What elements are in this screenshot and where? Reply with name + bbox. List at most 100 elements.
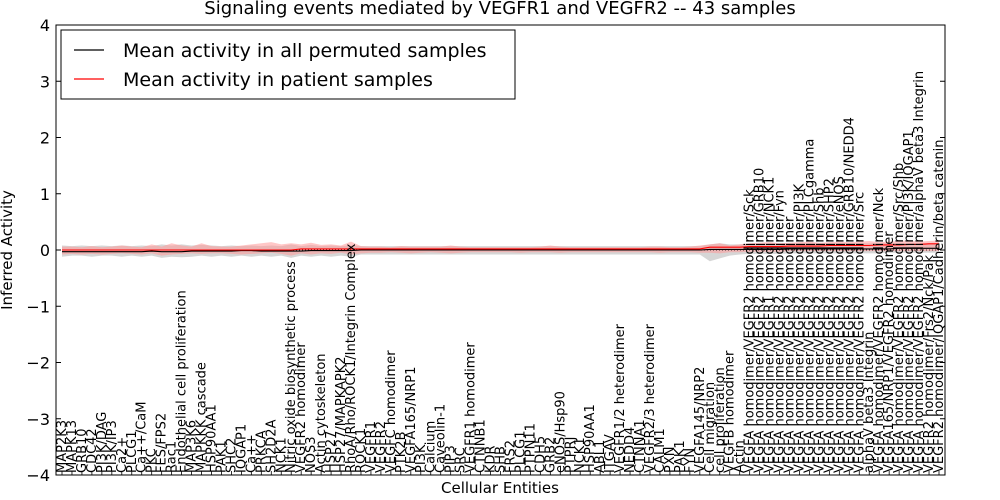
x-tick-label: ROCK1 [354, 428, 369, 473]
x-tick-label: SRC [454, 447, 469, 473]
x-tick-label: PAK1 [215, 440, 230, 473]
x-tick-label: VEGFA homodimer/VEGFR2 homodimer/eNOS [832, 176, 847, 473]
x-tick-label: VEGFA homodimer/VEGFR2 homodimer/Shb [812, 188, 827, 473]
legend-label-patient: Mean activity in patient samples [123, 69, 433, 91]
legend-box [60, 29, 516, 100]
x-tick-label: Nitric oxide biosynthetic process [284, 261, 299, 473]
patient-spread-band [62, 240, 939, 256]
x-tick-label: SHC2 [224, 438, 239, 473]
y-tick-label: −3 [26, 410, 50, 429]
x-tick-label: GRB2 [543, 437, 558, 473]
chart-title: Signaling events mediated by VEGFR1 and … [204, 0, 795, 19]
y-tick-label: 1 [40, 185, 50, 204]
x-tick-label: Ca++/CaM [135, 402, 150, 473]
legend: Mean activity in all permuted samples Me… [60, 29, 516, 100]
x-tick-label: MAP2K3 [55, 420, 70, 473]
x-tick-label: FRS2 [504, 440, 519, 473]
x-tick-label: PI3K/IP3 [105, 420, 120, 473]
y-tick-label: −2 [26, 354, 50, 373]
x-tick-label: MAPK13 [65, 420, 80, 473]
x-tick-label: ITGAV [603, 434, 618, 473]
x-tick-label: CALM1 [653, 428, 668, 473]
legend-label-permuted: Mean activity in all permuted samples [123, 40, 486, 62]
x-tick-label: VEGFA homodimer/VEGFR2 homodimer/Nck [872, 187, 887, 473]
x-tick-label: Actin [733, 440, 748, 473]
x-tick-label: PKC [145, 448, 160, 473]
x-tick-label: Ca++ [244, 434, 259, 473]
y-tick-label: 2 [40, 129, 50, 148]
x-tick-label: Ca2+ [115, 437, 130, 473]
x-tick-label: CDC42 [85, 428, 100, 473]
x-tick-label: Calcium [424, 421, 439, 473]
x-tick-label: VEGFA homodimer/VEGFR2 homodimer/SHP2 [822, 178, 837, 473]
x-tick-label: NOS3 [304, 437, 319, 473]
y-tick-label: 3 [40, 72, 50, 91]
x-tick-label: VEGFA homodimer/VEGFR2 homodimer/Fyn [773, 190, 788, 473]
y-axis: −4 −3 −2 −1 0 1 2 3 4 [26, 16, 945, 485]
x-tick-label: VEGFA145/NRP2 [693, 367, 708, 473]
x-tick-label: VEGFR2 homodimer [294, 342, 309, 473]
x-tick-label: PAK1 [673, 440, 688, 473]
x-tick-label: RhoA/Rho/ROCK1/Integrin Complex [344, 243, 359, 473]
x-tick-label: MAP3K6 [185, 420, 200, 473]
series-line-permuted [62, 247, 939, 253]
x-tick-label: VEGFA homodimer/VEGFR2 homodimer/alphaV … [912, 71, 927, 473]
x-tick-label: HSP90AA1 [205, 404, 220, 473]
x-tick-label: VEGFA homodimer/VEGFR2 homodimer/Src [852, 192, 867, 473]
x-tick-label: VEGFR2 homodimer/Frs2/Nck/Pak [922, 255, 937, 473]
x-tick-label: KDR [484, 445, 499, 473]
x-tick-label: PTPN11 [523, 423, 538, 473]
x-tick-label: VEGFA homodimer/VEGFR2 homodimer/GRB10 [753, 168, 768, 473]
x-tick-label: VEGFA homodimer/VEGFR2 homodimer/PI3K [793, 183, 808, 473]
x-tick-label: FYN [683, 448, 698, 473]
x-tick-label: VEGFA165/NRP1 [404, 367, 419, 473]
x-tick-label: CTNNA1 [633, 419, 648, 473]
x-tick-label: Caveolin-1 [434, 404, 449, 473]
x-tick-label: Cell migration [703, 382, 718, 473]
x-tick-label: Endothelial cell proliferation [175, 290, 190, 473]
x-tick-label: SH2D2A [264, 419, 279, 473]
y-axis-label: Inferred Activity [0, 190, 16, 310]
x-tick-labels: MAP2K3MAPK13GRB10CDC42PI3K/DAGPI3K/IP3Ca… [55, 71, 947, 475]
x-tick-label: NEDD4 [623, 427, 638, 473]
x-tick-label: VEGFR1 [364, 421, 379, 473]
x-tick-label: PTPRJ [563, 437, 578, 474]
x-tick-label: VEGFR2/3 heterodimer [643, 323, 658, 473]
x-tick-label: VEGFA homodimer/VEGFR2 homodimer/Sck [743, 189, 758, 473]
x-tick-label: PLCG1 [513, 430, 528, 473]
y-tick-label: −1 [26, 297, 50, 316]
x-tick-label: PRKCA [254, 430, 269, 473]
series-line-patient [62, 243, 939, 251]
x-tick-label: MAPKKK cascade [195, 362, 210, 473]
x-tick-label: PI3K [414, 444, 429, 473]
x-tick-label: CDH5 [533, 436, 548, 473]
x-tick-label: eNOS/Hsp90 [553, 391, 568, 473]
x-tick-label: VEGFR1/2 heterodimer [613, 323, 628, 473]
x-axis-label: Cellular Entities [441, 479, 559, 497]
x-tick-label: HSP27/MAPKAPK2 [334, 356, 349, 473]
x-tick-label: VEGFR2 homodimer/IQGAP1/Cadherin/beta ca… [932, 139, 947, 473]
x-tick-label: VEGFA homodimer/VEGFR1 homodimer/NCK1 [763, 177, 778, 473]
x-tick-label: VEGFA homodimer/VEGFR2 homodimer/PLCgamm… [802, 139, 817, 473]
x-tick-label: VEGFA homodimer/VEGFR2 homodimer/Src/Shb [892, 163, 907, 473]
x-tick-label: NCK1 [573, 437, 588, 473]
x-tick-label: PTK2B [394, 432, 409, 474]
x-tick-label: Rac1 [165, 441, 180, 473]
x-tick-label: GRB10 [75, 428, 90, 473]
x-tick-label: VEGFA homodimer/VEGFR2 homodimer/PI3K/IQ… [902, 130, 917, 473]
x-tick-label: PI3K/DAG [95, 412, 110, 473]
x-tick-label: IQGAP1 [234, 424, 249, 473]
x-tick-label: VEGFB homodimer [723, 350, 738, 473]
x-tick-label: VEGFC homodimer [384, 350, 399, 473]
x-tick-label: PIP3 [444, 445, 459, 473]
x-tick-label: HSP27 [324, 431, 339, 473]
y-tick-label: 4 [40, 16, 50, 35]
x-tick-label: alphaV beta3 Integrin [862, 332, 877, 473]
x-tick-label: VEGFA homodimer/VEGFR2 homodimer [783, 216, 798, 473]
x-tick-label: VEGFR1 homodimer [464, 342, 479, 473]
x-tick-label: VEGFA homodimer/VEGFR2 homodimer/GRB10/N… [842, 117, 857, 473]
y-tick-label: −4 [26, 466, 50, 485]
y-tick-label: 0 [40, 241, 50, 260]
x-tick-label: SHB [494, 446, 509, 473]
